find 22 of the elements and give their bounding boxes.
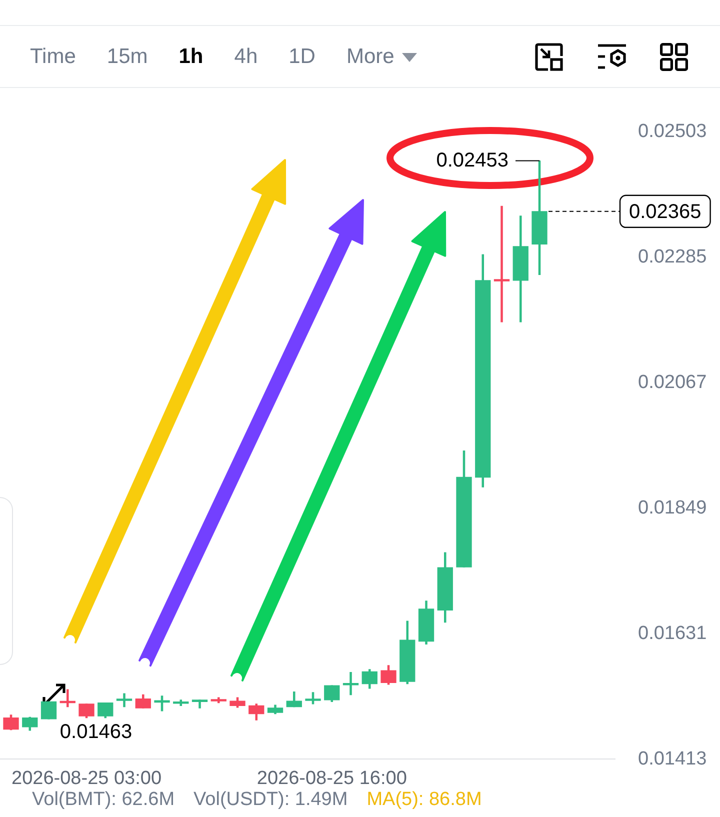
- y-tick-label: 0.02067: [638, 372, 707, 394]
- text: Vol(USDT): 1.49M: [194, 788, 348, 812]
- ref-line-label: 0.02365: [629, 200, 702, 223]
- y-tick-label: 0.01631: [638, 622, 707, 644]
- x-tick-label: 2026-08-25 16:00: [256, 768, 407, 789]
- text: More: [346, 45, 394, 69]
- y-tick-label: 0.01849: [638, 498, 707, 519]
- x-tick-label: 2026-08-25 03:00: [12, 768, 162, 789]
- candlestick: [494, 206, 510, 322]
- text: 4h: [234, 45, 258, 69]
- text: 1h: [178, 45, 204, 69]
- y-tick-label: 0.02285: [638, 246, 707, 268]
- text: 1D: [288, 45, 316, 69]
- text: MA(5): 86.8M: [366, 788, 482, 812]
- text: 15m: [106, 45, 148, 69]
- annotation: 0.01463: [60, 720, 132, 743]
- annotation: 0.02453: [436, 149, 508, 172]
- text: Time: [30, 45, 76, 69]
- y-tick-label: 0.02503: [638, 121, 707, 142]
- y-tick-label: 0.01413: [638, 748, 707, 770]
- candlestick: [342, 672, 359, 696]
- text: Vol(BMT): 62.6M: [32, 788, 175, 812]
